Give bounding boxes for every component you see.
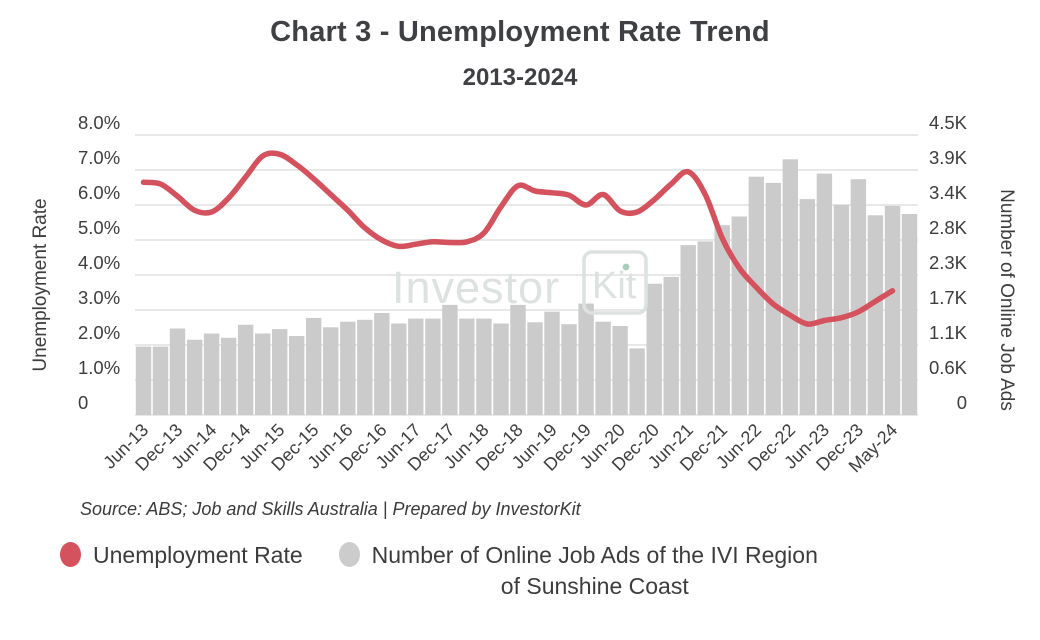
job-ads-bar	[901, 214, 918, 415]
left-axis-tick-labels: 8.0% 7.0% 6.0% 5.0% 4.0% 3.0% 2.0% 1.0% 0	[78, 112, 120, 413]
bar-series-online-job-ads	[135, 159, 918, 415]
svg-text:3.0%: 3.0%	[78, 287, 120, 308]
legend-label-text: of Sunshine Coast	[500, 572, 689, 599]
x-axis-tick-labels: Jun-13Dec-13Jun-14Dec-14Jun-15Dec-15Jun-…	[99, 420, 901, 477]
svg-text:Kit: Kit	[592, 265, 637, 307]
job-ads-bar	[169, 328, 186, 415]
legend-label-online-job-ads: Number of Online Job Ads of the IVI Regi…	[372, 540, 818, 601]
job-ads-bar	[408, 318, 424, 415]
legend-label-unemployment-rate: Unemployment Rate	[93, 540, 303, 571]
job-ads-bar	[340, 321, 356, 415]
job-ads-bar	[510, 304, 526, 415]
job-ads-bar	[884, 205, 901, 415]
legend-label-text: Number of Online Job Ads of the IVI Regi…	[371, 542, 818, 568]
svg-text:0: 0	[957, 392, 967, 413]
job-ads-bar	[442, 304, 458, 415]
watermark-kit-box	[582, 250, 648, 315]
svg-text:3.4K: 3.4K	[929, 182, 968, 203]
plot-canvas: Investor Kit 8.0% 7.0% 6.0% 5.0% 4.0% 3.0% 2.0% 1…	[30, 112, 1017, 477]
line-series-unemployment-rate	[140, 150, 896, 327]
svg-text:0.6K: 0.6K	[929, 357, 968, 378]
legend-item-online-job-ads: Number of Online Job Ads of the IVI Regi…	[338, 540, 818, 601]
job-ads-bar	[612, 326, 628, 415]
job-ads-bar	[203, 333, 220, 415]
svg-text:4.5K: 4.5K	[929, 112, 968, 133]
chart-subtitle: 2013-2024	[462, 64, 578, 91]
legend-label-text: Unemployment Rate	[93, 542, 303, 568]
job-ads-bar	[135, 346, 152, 415]
svg-text:2.0%: 2.0%	[78, 322, 120, 343]
svg-text:2.8K: 2.8K	[929, 217, 968, 238]
job-ads-bar	[220, 337, 237, 415]
job-ads-bar	[782, 159, 798, 415]
chart-legend: Unemployment Rate Number of Online Job A…	[60, 540, 1000, 601]
svg-text:7.0%: 7.0%	[78, 147, 120, 168]
right-axis-title: Number of Online Job Ads	[996, 189, 1017, 411]
job-ads-bar	[357, 319, 373, 415]
job-ads-bar	[152, 346, 169, 415]
job-ads-bar	[595, 321, 611, 415]
job-ads-bar	[697, 241, 713, 415]
job-ads-bar	[493, 323, 509, 415]
job-ads-bar	[646, 283, 662, 415]
job-ads-bar	[816, 173, 833, 415]
svg-text:4.0%: 4.0%	[78, 252, 120, 273]
svg-text:2.3K: 2.3K	[929, 252, 968, 273]
job-ads-bar	[306, 317, 322, 415]
legend-marker-online-job-ads	[338, 542, 360, 567]
svg-text:5.0%: 5.0%	[78, 217, 120, 238]
svg-text:1.1K: 1.1K	[929, 322, 968, 343]
job-ads-bar	[374, 313, 390, 415]
job-ads-bar	[833, 204, 850, 415]
job-ads-bar	[680, 245, 696, 415]
job-ads-bar	[867, 215, 884, 415]
job-ads-bar	[748, 176, 764, 415]
job-ads-bar	[237, 324, 254, 415]
job-ads-bar	[272, 329, 288, 415]
job-ads-bar	[578, 303, 594, 415]
job-ads-bar	[186, 339, 203, 415]
job-ads-bar	[561, 324, 577, 415]
job-ads-bar	[731, 216, 747, 415]
investorkit-watermark: Investor Kit	[392, 250, 648, 315]
job-ads-bar	[289, 336, 305, 415]
svg-text:1.0%: 1.0%	[78, 357, 120, 378]
job-ads-bar	[459, 318, 475, 415]
job-ads-bar	[714, 225, 730, 415]
job-ads-bar	[425, 318, 441, 415]
source-note: Source: ABS; Job and Skills Australia | …	[80, 499, 581, 519]
svg-text:8.0%: 8.0%	[78, 112, 120, 133]
job-ads-bar	[629, 348, 645, 415]
job-ads-bar	[850, 179, 867, 415]
job-ads-bar	[255, 333, 271, 415]
job-ads-bar	[323, 327, 339, 415]
watermark-green-dot	[622, 263, 630, 271]
job-ads-bar	[527, 322, 543, 415]
job-ads-bar	[391, 323, 407, 415]
job-ads-bar	[799, 199, 815, 415]
svg-text:0: 0	[78, 392, 88, 413]
legend-marker-unemployment-rate	[60, 542, 81, 567]
right-axis-tick-labels: 4.5K 3.9K 3.4K 2.8K 2.3K 1.7K 1.1K 0.6K 0	[929, 112, 968, 413]
job-ads-bar	[663, 276, 679, 415]
job-ads-bar	[765, 182, 781, 415]
chart-title: Chart 3 - Unemployment Rate Trend	[270, 16, 770, 48]
job-ads-bar	[476, 318, 492, 415]
legend-item-unemployment-rate: Unemployment Rate	[60, 540, 303, 571]
job-ads-bar	[544, 311, 560, 415]
svg-text:Investor: Investor	[392, 262, 560, 313]
svg-text:3.9K: 3.9K	[929, 147, 968, 168]
svg-text:6.0%: 6.0%	[78, 182, 120, 203]
left-axis-title: Unemployment Rate	[30, 198, 51, 371]
svg-text:1.7K: 1.7K	[929, 287, 968, 308]
